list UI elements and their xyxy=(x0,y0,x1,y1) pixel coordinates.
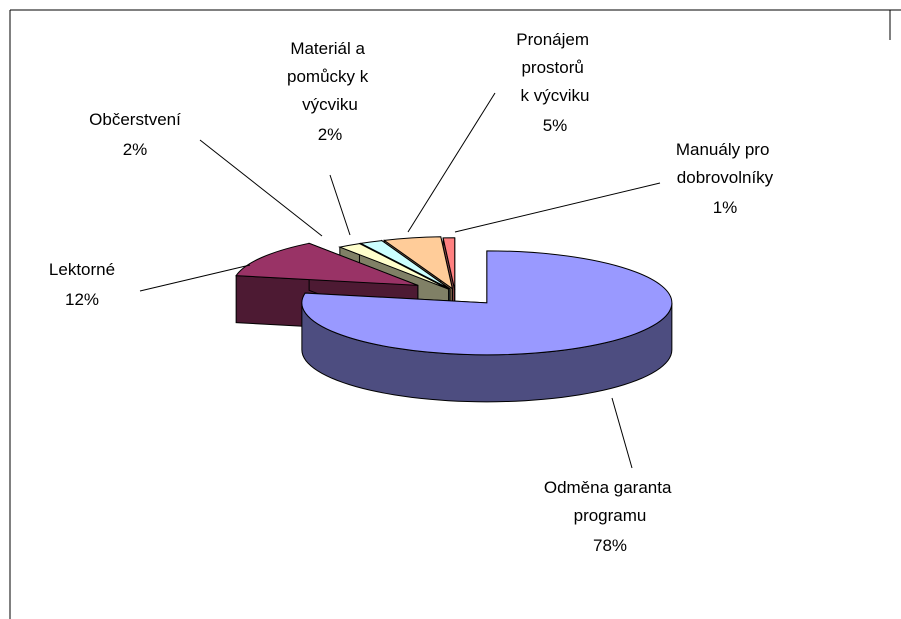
leader-line xyxy=(407,92,496,233)
leader-line xyxy=(454,182,661,233)
leader-line xyxy=(199,139,323,237)
slice xyxy=(301,250,673,403)
percent-label: 2% xyxy=(318,125,343,144)
percent-label: 12% xyxy=(65,290,99,309)
percent-label: 5% xyxy=(543,116,568,135)
slice-top xyxy=(442,237,456,290)
category-label: Manuály pro dobrovolníky xyxy=(676,140,774,187)
slice-top xyxy=(382,236,454,290)
category-label: Lektorné xyxy=(49,260,115,279)
category-label: Občerstvení xyxy=(89,110,181,129)
slice-top xyxy=(338,243,449,290)
slice-top xyxy=(301,250,673,356)
leader-line xyxy=(329,174,351,236)
slice-top xyxy=(359,240,451,290)
slice-top xyxy=(235,242,419,286)
percent-label: 78% xyxy=(593,536,627,555)
category-label: Odměna garanta programu xyxy=(544,478,676,525)
leader-line xyxy=(139,264,251,292)
percent-label: 2% xyxy=(123,140,148,159)
category-label: Materiál a pomůcky k výcviku xyxy=(287,39,373,114)
percent-label: 1% xyxy=(713,198,738,217)
category-label: Pronájem prostorů k výcviku xyxy=(516,30,593,105)
leader-line xyxy=(611,397,633,469)
